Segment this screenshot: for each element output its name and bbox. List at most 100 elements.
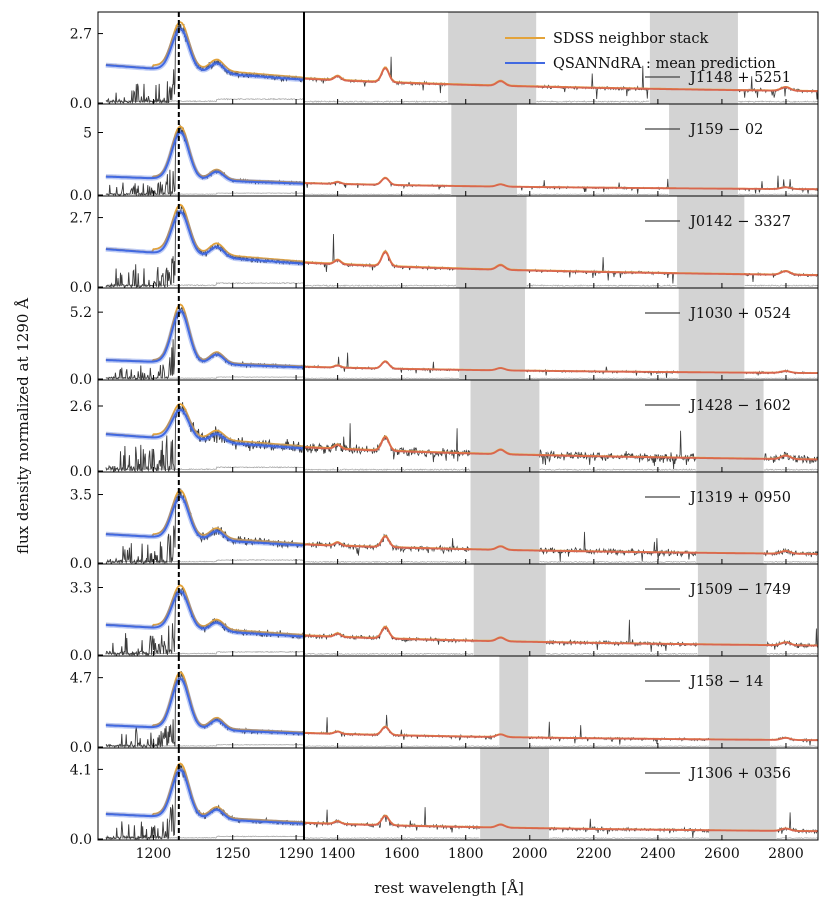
panel-9: 0.0 4.1 J1306 + 0356 <box>70 747 819 848</box>
y-tick-label-max: 4.7 <box>70 671 92 687</box>
telluric-gap-1 <box>459 288 525 380</box>
prediction-band-left <box>105 307 305 370</box>
telluric-gap-1 <box>499 656 529 748</box>
y-tick-label-zero: 0.0 <box>70 648 92 664</box>
prediction-band-left <box>105 407 305 451</box>
observed-spectrum-left <box>105 24 304 105</box>
x-tick-label-right: 1800 <box>448 846 484 862</box>
x-tick-label-left: 1200 <box>136 846 172 862</box>
y-tick-label-max: 3.5 <box>70 488 92 504</box>
telluric-gap-1 <box>480 748 549 840</box>
error-spectrum-left <box>105 835 304 839</box>
error-spectrum-right <box>303 652 818 656</box>
y-tick-label-max: 5 <box>83 126 92 142</box>
panel-4: 0.0 5.2 J1030 + 0524 <box>70 287 819 388</box>
telluric-gap-2 <box>678 288 745 380</box>
mean-prediction-left <box>105 131 304 185</box>
telluric-gap-2 <box>669 104 738 196</box>
telluric-gap-1 <box>448 12 537 104</box>
error-spectrum-left <box>105 466 304 471</box>
y-tick-label-max: 3.3 <box>70 581 92 597</box>
object-name-label: J1509 − 1749 <box>688 582 791 598</box>
observed-spectrum-left <box>105 205 305 289</box>
y-tick-label-max: 2.6 <box>70 399 92 415</box>
red-side-fit <box>303 626 818 647</box>
red-side-fit <box>303 726 818 742</box>
x-tick-label-right: 2200 <box>576 846 612 862</box>
red-side-fit <box>303 815 818 833</box>
red-side-fit <box>304 251 818 277</box>
neighbor-stack-left <box>105 125 305 184</box>
error-spectrum-right <box>303 468 818 471</box>
observed-spectrum-right <box>304 175 818 194</box>
y-tick-label-max: 2.7 <box>70 211 92 227</box>
x-tick-label-right: 2400 <box>640 846 676 862</box>
y-tick-label-zero: 0.0 <box>70 832 92 848</box>
error-spectrum-right <box>303 377 818 380</box>
red-side-fit <box>304 67 818 93</box>
panel-8: 0.0 4.7 J158 − 14 <box>70 655 819 756</box>
y-tick-label-zero: 0.0 <box>70 464 92 480</box>
mean-prediction-left <box>105 408 305 450</box>
object-name-label: J158 − 14 <box>688 674 763 690</box>
error-spectrum-left <box>105 559 304 563</box>
object-name-label: J159 − 02 <box>688 122 763 138</box>
error-spectrum-right <box>303 837 818 839</box>
error-spectrum-right <box>303 100 818 103</box>
object-name-label: J1319 + 0950 <box>688 490 791 506</box>
red-side-fit <box>303 360 818 374</box>
x-tick-label-right: 1400 <box>320 846 356 862</box>
legend: SDSS neighbor stack QSANNdRA : mean pred… <box>505 31 776 72</box>
observed-spectrum-left <box>105 587 305 657</box>
panel-6: 0.0 3.5 J1319 + 0950 <box>70 471 819 572</box>
observed-spectrum-left <box>105 488 305 565</box>
telluric-gap-2 <box>709 748 777 840</box>
telluric-gap-2 <box>697 564 767 656</box>
telluric-gap-1 <box>456 196 527 288</box>
y-tick-label-max: 2.7 <box>70 27 92 43</box>
mean-prediction-left <box>105 677 305 735</box>
x-tick-label-right: 1600 <box>384 846 420 862</box>
panel-1: 0.0 2.7 J1148 + 5251 <box>70 11 819 112</box>
x-tick-label-right: 2600 <box>704 846 740 862</box>
red-side-fit <box>303 436 818 461</box>
red-side-fit <box>304 535 818 555</box>
left-panel-frame <box>97 11 305 105</box>
y-tick-label-max: 4.1 <box>70 762 92 778</box>
y-tick-label-zero: 0.0 <box>70 372 92 388</box>
mean-prediction-left <box>105 28 305 81</box>
y-tick-label-zero: 0.0 <box>70 280 92 296</box>
y-tick-label-zero: 0.0 <box>70 740 92 756</box>
legend-text-prediction: QSANNdRA : mean prediction <box>553 56 776 72</box>
y-tick-label-zero: 0.0 <box>70 96 92 112</box>
y-tick-label-zero: 0.0 <box>70 556 92 572</box>
prediction-band-left <box>105 588 305 639</box>
neighbor-stack-left <box>105 671 305 734</box>
panel-5: 0.0 2.6 J1428 − 1602 <box>70 379 819 480</box>
telluric-gap-1 <box>470 380 540 472</box>
neighbor-stack-left <box>105 303 305 368</box>
y-tick-label-max: 5.2 <box>70 305 92 321</box>
left-panel-frame <box>97 563 305 657</box>
panel-7: 0.0 3.3 J1509 − 1749 <box>70 563 819 664</box>
telluric-gap-1 <box>451 104 517 196</box>
panel-3: 0.0 2.7 J0142 − 3327 <box>70 195 819 296</box>
telluric-gap-2 <box>696 472 764 564</box>
y-axis-label: flux density normalized at 1290 Å <box>14 298 32 554</box>
error-spectrum-left <box>105 743 304 747</box>
object-name-label: J1148 + 5251 <box>688 70 791 86</box>
object-name-label: J1428 − 1602 <box>688 398 791 414</box>
object-name-label: J1306 + 0356 <box>688 766 791 782</box>
error-spectrum-right <box>304 560 818 564</box>
mean-prediction-left <box>105 495 304 547</box>
error-spectrum-left <box>105 376 304 379</box>
x-tick-label-left: 1290 <box>278 846 314 862</box>
x-tick-label-right: 2000 <box>512 846 548 862</box>
telluric-gap-2 <box>696 380 764 472</box>
x-tick-label-right: 2800 <box>768 846 804 862</box>
object-name-label: J1030 + 0524 <box>688 306 791 322</box>
x-tick-label-left: 1250 <box>215 846 251 862</box>
x-axis-label: rest wavelength [Å] <box>374 879 524 897</box>
y-tick-label-zero: 0.0 <box>70 188 92 204</box>
